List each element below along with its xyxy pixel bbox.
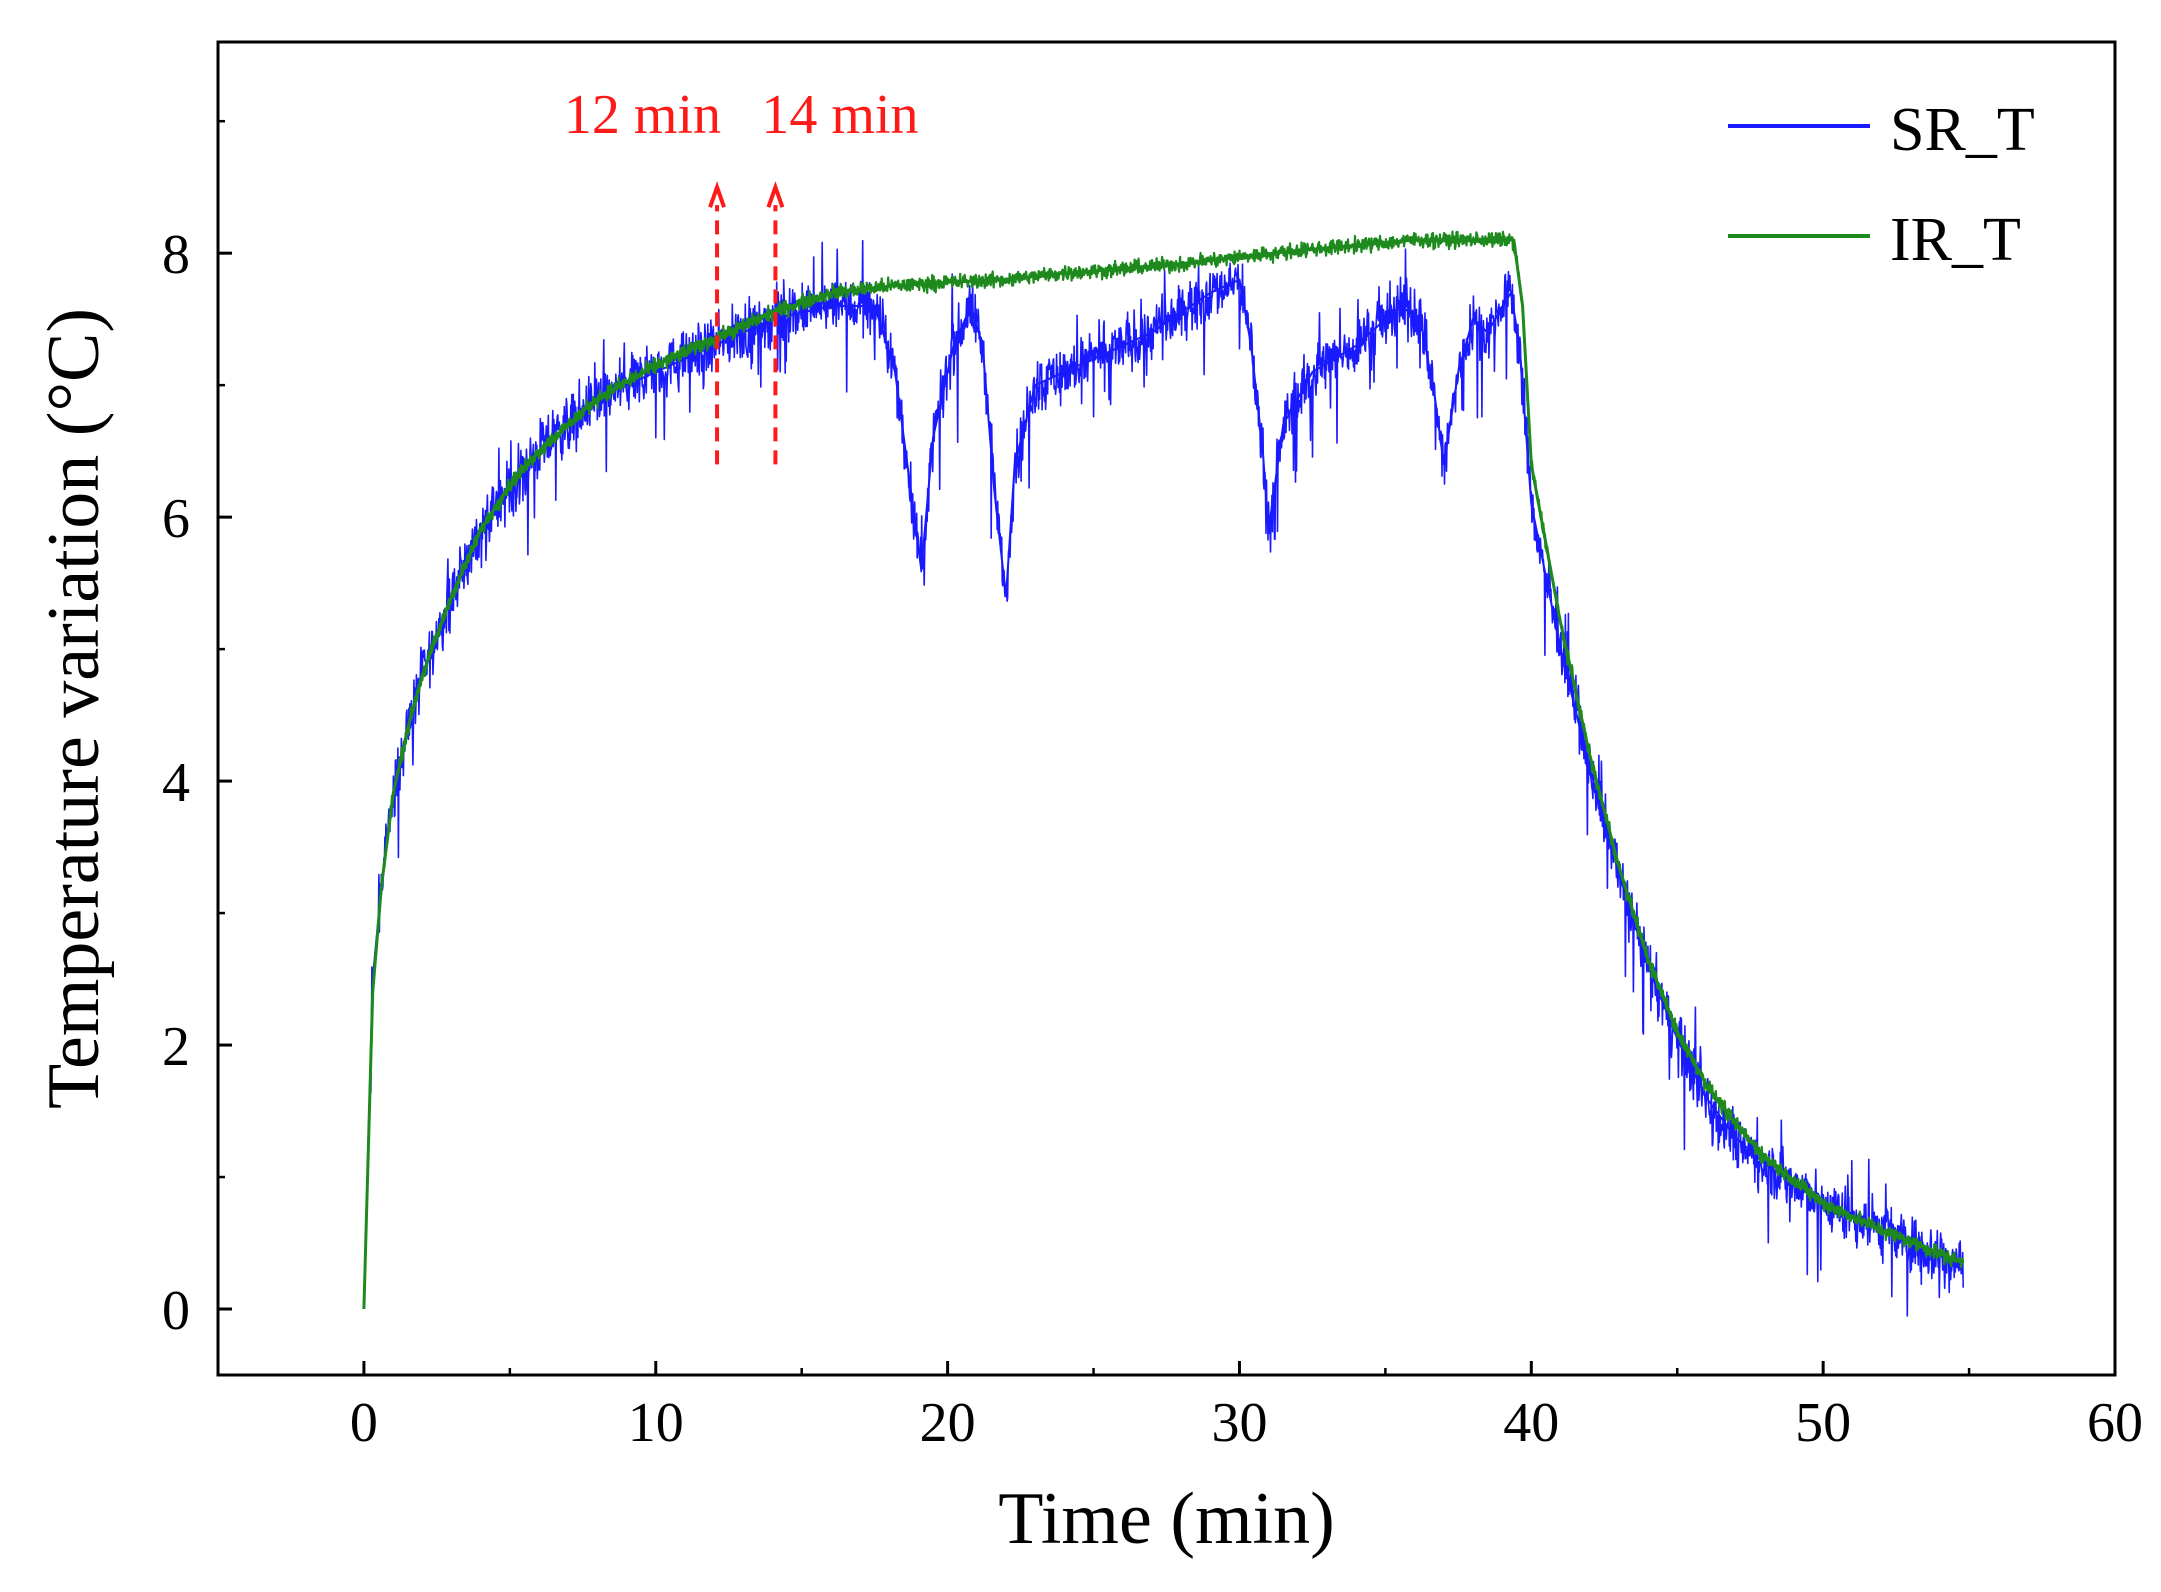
legend-label: IR_T bbox=[1890, 206, 2021, 274]
series-layer bbox=[362, 230, 1965, 1317]
annotation-label: 12 min bbox=[564, 84, 721, 146]
y-tick-label: 2 bbox=[162, 1016, 190, 1078]
annotation-1: 14 min bbox=[761, 84, 919, 465]
annotation-label: 14 min bbox=[761, 84, 918, 146]
annotation-arrow-head bbox=[708, 181, 726, 208]
x-tick-label: 10 bbox=[628, 1392, 684, 1454]
y-tick-label: 4 bbox=[162, 752, 190, 814]
plot-frame bbox=[216, 40, 2117, 1377]
y-axis-label: Temperature variation (°C) bbox=[33, 308, 115, 1109]
legend-item-ir-t: IR_T bbox=[1728, 206, 2021, 274]
y-tick-label: 0 bbox=[162, 1280, 190, 1342]
y-tick-label: 6 bbox=[162, 488, 190, 550]
x-tick-label: 40 bbox=[1503, 1392, 1559, 1454]
series-trace bbox=[363, 239, 1964, 1317]
axis-layer: 0 10 20 30 40 50 60 0 2 4 6 8 Time (min) Temperature … bbox=[33, 40, 2143, 1560]
x-tick-label: 0 bbox=[350, 1392, 378, 1454]
x-tick-label: 30 bbox=[1211, 1392, 1267, 1454]
x-tick-label: 60 bbox=[2087, 1392, 2143, 1454]
series-line bbox=[362, 238, 1964, 1310]
legend: SR_T IR_T bbox=[1728, 96, 2035, 274]
y-tick-label: 8 bbox=[162, 224, 190, 286]
legend-item-sr-t: SR_T bbox=[1728, 96, 2035, 164]
annotation-arrow-head bbox=[766, 181, 785, 208]
series-ir-t bbox=[362, 230, 1965, 1310]
annotation-layer: 12 min 14 min bbox=[564, 84, 919, 465]
x-tick-label: 20 bbox=[920, 1392, 976, 1454]
x-tick-label: 50 bbox=[1795, 1392, 1851, 1454]
legend-label: SR_T bbox=[1890, 96, 2035, 164]
x-axis-label: Time (min) bbox=[998, 1478, 1334, 1560]
annotation-0: 12 min bbox=[564, 84, 726, 465]
